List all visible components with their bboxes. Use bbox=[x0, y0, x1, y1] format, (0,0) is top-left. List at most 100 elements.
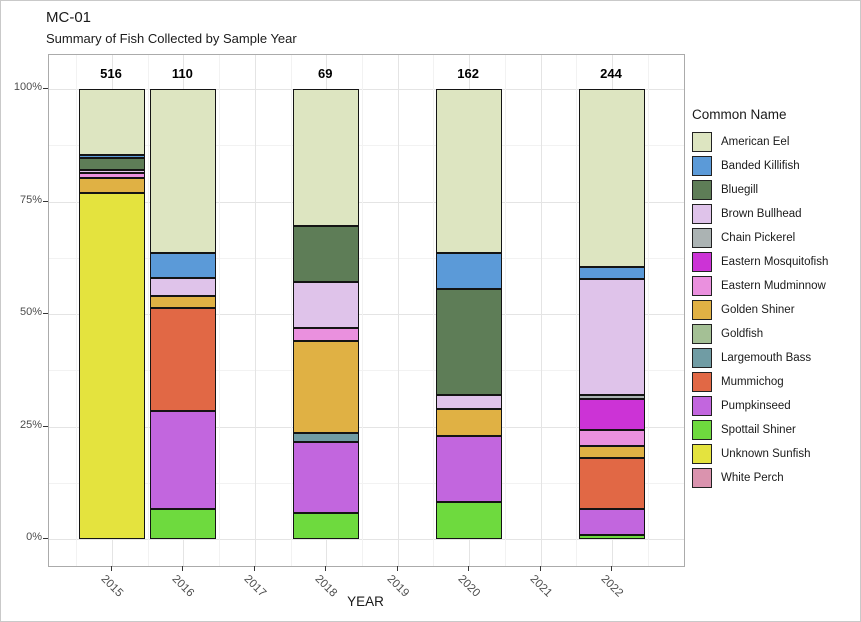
gridline-major-h bbox=[49, 201, 684, 203]
gridline-minor-v bbox=[576, 55, 578, 566]
gridline-minor-v bbox=[433, 55, 435, 566]
bar-segment-bluegill bbox=[293, 226, 360, 282]
legend-swatch-banded-killifish bbox=[692, 156, 712, 176]
legend-label: Chain Pickerel bbox=[721, 232, 796, 244]
bar-total-label: 69 bbox=[318, 66, 333, 81]
y-tick-label: 50% bbox=[19, 306, 42, 318]
y-tick-label: 75% bbox=[19, 193, 42, 206]
legend-item: Chain Pickerel bbox=[692, 228, 828, 248]
legend-item: American Eel bbox=[692, 132, 828, 152]
bar-segment-eastern-mudminnow bbox=[293, 328, 360, 341]
bar-segment-pumpkinseed bbox=[150, 411, 217, 509]
legend-swatch-bluegill bbox=[692, 180, 712, 200]
bar-total-label: 244 bbox=[600, 66, 622, 81]
bar-segment-banded-killifish bbox=[79, 155, 145, 158]
legend-label: Golden Shiner bbox=[721, 304, 795, 316]
bar-segment-pumpkinseed bbox=[579, 509, 645, 535]
gridline-minor-h bbox=[49, 257, 684, 259]
y-tick-mark bbox=[43, 88, 48, 89]
bar-total-label: 110 bbox=[171, 66, 193, 81]
bar-segment-spottail-shiner bbox=[436, 502, 503, 539]
bar-segment-eastern-mudminnow bbox=[579, 430, 645, 446]
gridline-minor-v bbox=[76, 55, 78, 566]
legend-item: White Perch bbox=[692, 468, 828, 488]
gridline-minor-v bbox=[219, 55, 221, 566]
chart-subtitle: Summary of Fish Collected by Sample Year bbox=[46, 31, 297, 46]
x-tick-mark bbox=[325, 566, 327, 571]
bar-segment-spottail-shiner bbox=[293, 513, 360, 539]
plot-panel bbox=[48, 54, 685, 567]
legend-item: Brown Bullhead bbox=[692, 204, 828, 224]
gridline-minor-h bbox=[49, 370, 684, 372]
bar-segment-eastern-mosquitofish bbox=[579, 399, 645, 430]
bar-segment-largemouth-bass bbox=[293, 433, 360, 442]
x-tick-mark bbox=[396, 566, 398, 571]
legend: Common Name American Eel Banded Killifish… bbox=[692, 107, 828, 492]
legend-swatch-goldfish bbox=[692, 324, 712, 344]
bar-segment-brown-bullhead bbox=[436, 395, 503, 409]
legend-swatch-largemouth-bass bbox=[692, 348, 712, 368]
bar-segment-brown-bullhead bbox=[579, 279, 645, 395]
x-tick-mark bbox=[182, 566, 184, 571]
bar-segment-american-eel bbox=[79, 89, 145, 155]
gridline-major-v bbox=[540, 55, 542, 566]
bar-segment-bluegill bbox=[79, 158, 145, 170]
legend-swatch-brown-bullhead bbox=[692, 204, 712, 224]
y-tick-mark bbox=[43, 313, 48, 314]
bar-segment-golden-shiner bbox=[579, 446, 645, 458]
gridline-minor-v bbox=[290, 55, 292, 566]
legend-label: Bluegill bbox=[721, 184, 759, 196]
legend-swatch-golden-shiner bbox=[692, 300, 712, 320]
legend-item: Pumpkinseed bbox=[692, 396, 828, 416]
gridline-minor-v bbox=[147, 55, 149, 566]
legend-item: Spottail Shiner bbox=[692, 420, 828, 440]
bar-segment-brown-bullhead bbox=[150, 278, 217, 296]
legend-label: Largemouth Bass bbox=[721, 352, 812, 364]
y-tick-label: 25% bbox=[19, 418, 42, 431]
bar-segment-eastern-mudminnow bbox=[79, 173, 145, 178]
bar-segment-brown-bullhead bbox=[79, 170, 145, 173]
bar-total-label: 516 bbox=[100, 66, 122, 81]
bar-segment-brown-bullhead bbox=[293, 282, 360, 328]
bar-segment-spottail-shiner bbox=[150, 509, 217, 539]
legend-label: Eastern Mosquitofish bbox=[721, 256, 829, 268]
x-tick-mark bbox=[611, 566, 612, 571]
legend-item: Mummichog bbox=[692, 372, 828, 392]
legend-swatch-eastern-mudminnow bbox=[692, 276, 712, 296]
y-tick-mark bbox=[43, 538, 48, 539]
y-tick-label: 0% bbox=[26, 531, 42, 543]
gridline-major-h bbox=[49, 426, 684, 428]
x-tick-mark bbox=[111, 566, 112, 571]
legend-swatch-american-eel bbox=[692, 132, 712, 152]
legend-label: White Perch bbox=[721, 472, 784, 484]
legend-item: Bluegill bbox=[692, 180, 828, 200]
bar-total-label: 162 bbox=[457, 66, 479, 81]
legend-swatch-white-perch bbox=[692, 468, 712, 488]
gridline-major-h bbox=[49, 314, 684, 315]
legend-label: Unknown Sunfish bbox=[721, 448, 811, 460]
legend-swatch-pumpkinseed bbox=[692, 396, 712, 416]
legend-item: Goldfish bbox=[692, 324, 828, 344]
legend-item: Banded Killifish bbox=[692, 156, 828, 176]
bar-segment-american-eel bbox=[150, 89, 217, 253]
chart-title: MC-01 bbox=[46, 9, 92, 26]
gridline-major-h bbox=[49, 89, 684, 90]
legend-swatch-unknown-sunfish bbox=[692, 444, 712, 464]
bar-segment-american-eel bbox=[293, 89, 360, 226]
y-tick-mark bbox=[43, 200, 48, 202]
legend-item: Eastern Mudminnow bbox=[692, 276, 828, 296]
x-tick-mark bbox=[468, 566, 470, 571]
bar-segment-unknown-sunfish bbox=[79, 193, 145, 539]
gridline-major-v bbox=[397, 55, 399, 566]
bar-segment-pumpkinseed bbox=[436, 436, 503, 502]
bar-segment-mummichog bbox=[579, 458, 645, 509]
gridline-major-h bbox=[49, 539, 684, 540]
legend-swatch-eastern-mosquitofish bbox=[692, 252, 712, 272]
bar-segment-american-eel bbox=[436, 89, 503, 253]
legend-label: Banded Killifish bbox=[721, 160, 800, 172]
legend-swatch-mummichog bbox=[692, 372, 712, 392]
legend-label: American Eel bbox=[721, 136, 790, 148]
legend-title: Common Name bbox=[692, 107, 787, 122]
legend-label: Eastern Mudminnow bbox=[721, 280, 826, 292]
